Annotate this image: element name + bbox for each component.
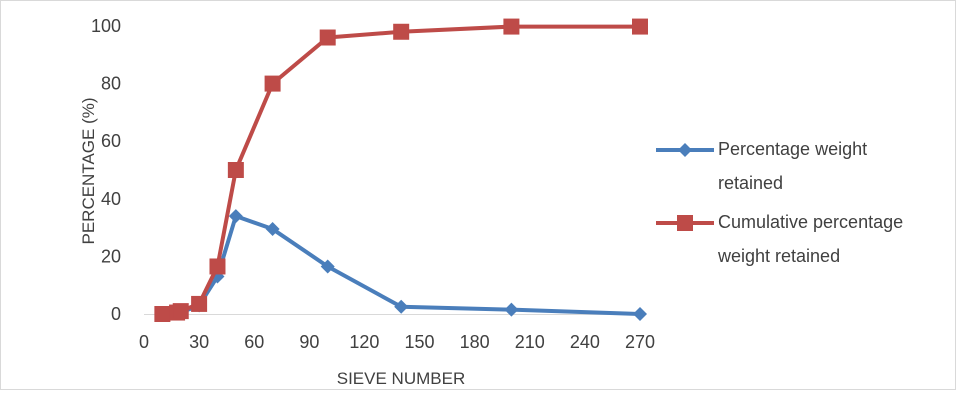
data-point [265, 222, 280, 237]
x-tick-label: 270 [625, 332, 655, 352]
legend-item: Cumulative percentage weight retained [656, 212, 903, 266]
legend-item: Percentage weight retained [656, 139, 867, 193]
x-tick-label: 0 [139, 332, 149, 352]
y-tick-label: 0 [111, 304, 121, 324]
legend: Percentage weight retained Cumulative perc… [656, 139, 903, 266]
y-axis-ticks: 0 20 40 60 80 100 [91, 16, 121, 324]
x-tick-label: 120 [349, 332, 379, 352]
data-point [393, 23, 410, 40]
series-cumulative-percentage-weight-retained [154, 18, 648, 322]
x-axis-ticks: 0 30 60 90 120 150 180 210 240 270 [139, 332, 655, 352]
y-tick-label: 100 [91, 16, 121, 36]
legend-label: weight retained [717, 246, 840, 266]
x-tick-label: 240 [570, 332, 600, 352]
data-point [264, 75, 281, 92]
data-point [209, 258, 226, 275]
y-tick-label: 40 [101, 189, 121, 209]
x-tick-label: 210 [515, 332, 545, 352]
data-point [632, 18, 648, 35]
series-percentage-weight-retained [155, 209, 647, 321]
y-tick-label: 60 [101, 131, 121, 151]
legend-label: Cumulative percentage [718, 212, 903, 232]
x-tick-label: 90 [299, 332, 319, 352]
legend-label: retained [718, 173, 783, 193]
x-tick-label: 150 [405, 332, 435, 352]
series-layer [154, 18, 648, 322]
data-point [191, 295, 208, 312]
data-point [172, 303, 189, 320]
data-point [503, 18, 520, 35]
x-axis-title: SIEVE NUMBER [337, 369, 465, 388]
y-tick-label: 20 [101, 246, 121, 266]
legend-label: Percentage weight [718, 139, 867, 159]
x-tick-label: 60 [244, 332, 264, 352]
y-tick-label: 80 [101, 74, 121, 94]
data-point [394, 299, 409, 314]
x-tick-label: 30 [189, 332, 209, 352]
data-point [154, 306, 171, 322]
legend-marker [678, 143, 692, 157]
x-tick-label: 180 [460, 332, 490, 352]
data-point [320, 259, 335, 274]
y-axis-title: PERCENTAGE (%) [79, 97, 98, 244]
data-point [227, 162, 244, 178]
series-line [160, 214, 642, 316]
data-point [228, 209, 243, 224]
data-point [504, 302, 519, 317]
data-point [319, 29, 336, 46]
legend-marker [677, 215, 693, 231]
data-point [633, 307, 647, 321]
